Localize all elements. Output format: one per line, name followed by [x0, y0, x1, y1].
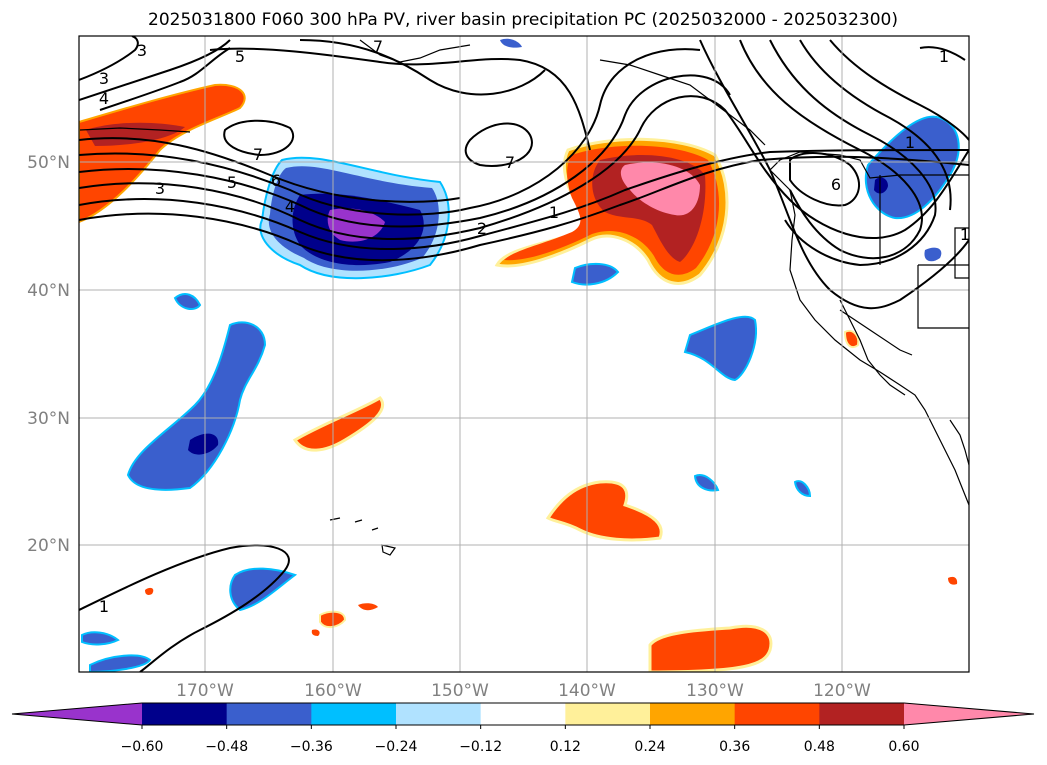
colorbar-cell — [226, 703, 312, 725]
contour-label: 6 — [831, 175, 841, 194]
colorbar-cell — [142, 703, 228, 725]
negative-anomaly-subtropical — [126, 321, 267, 491]
contour-label: 7 — [253, 145, 263, 164]
colorbar-extend-low — [12, 703, 142, 725]
negative-anomaly-northwest-core — [874, 177, 888, 194]
contour-label: 1 — [960, 225, 970, 244]
colorbar-cell — [480, 703, 566, 725]
colorbar-cell — [819, 703, 905, 725]
colorbar-tick-label: 0.12 — [550, 739, 581, 755]
map-border — [78, 35, 970, 673]
lat-label: 20°N — [27, 536, 70, 556]
colorbar-tick-label: 0.60 — [888, 739, 919, 755]
colorbar-cell — [565, 703, 651, 725]
contour-label: 1 — [939, 47, 949, 66]
contour-label: 1 — [549, 203, 559, 222]
contour-label: 3 — [137, 41, 147, 60]
contour-label: 6 — [271, 171, 281, 190]
colorbar-tick-label: −0.24 — [375, 739, 418, 755]
lon-label: 140°W — [558, 681, 616, 701]
colorbar-tick-label: 0.36 — [719, 739, 750, 755]
lat-label: 40°N — [27, 281, 70, 301]
contour-label: 5 — [235, 47, 245, 66]
figure-title: 2025031800 F060 300 hPa PV, river basin … — [148, 10, 898, 30]
lon-label: 120°W — [813, 681, 871, 701]
colorbar-cell — [734, 703, 820, 725]
contour-label: 4 — [99, 89, 109, 108]
contour-label: 4 — [285, 197, 295, 216]
longitude-labels: 170°W 160°W 150°W 140°W 130°W 120°W — [176, 681, 871, 701]
contour-label: 7 — [505, 153, 515, 172]
contour-label: 3 — [155, 179, 165, 198]
contour-label: 5 — [227, 173, 237, 192]
lon-label: 160°W — [304, 681, 362, 701]
contour-label: 3 — [99, 69, 109, 88]
lon-label: 150°W — [431, 681, 489, 701]
latitude-labels: 50°N 40°N 30°N 20°N — [27, 153, 70, 556]
colorbar-cell — [650, 703, 736, 725]
graticule — [79, 36, 969, 672]
colorbar-tick-label: 0.24 — [634, 739, 665, 755]
lon-label: 170°W — [176, 681, 234, 701]
lat-label: 50°N — [27, 153, 70, 173]
colorbar-tick-label: −0.60 — [121, 739, 164, 755]
pv-contours — [79, 36, 969, 672]
colorbar-cell — [396, 703, 482, 725]
lat-label: 30°N — [27, 409, 70, 429]
colorbar-tick-label: 0.48 — [804, 739, 835, 755]
colorbar-tick-label: −0.36 — [290, 739, 333, 755]
colorbar-extend-high — [904, 703, 1034, 725]
colorbar-tick-label: −0.48 — [205, 739, 248, 755]
map-background — [79, 36, 969, 672]
colorbar-cell — [311, 703, 397, 725]
contour-label: 2 — [477, 219, 487, 238]
colorbar-tick-label: −0.12 — [459, 739, 502, 755]
contour-label: 7 — [373, 37, 383, 56]
contour-labels: 3 3 4 5 7 5 6 3 4 7 2 1 1 6 1 1 7 1 — [99, 37, 970, 616]
lon-label: 130°W — [686, 681, 744, 701]
contour-label: 1 — [99, 597, 109, 616]
colorbar: −0.60 −0.48 −0.36 −0.24 −0.12 0.12 0.24 0.36 0.4… — [11, 702, 1035, 755]
coastlines — [79, 39, 969, 556]
contour-label: 1 — [905, 133, 915, 152]
positive-anomaly-aleutian — [79, 83, 246, 224]
